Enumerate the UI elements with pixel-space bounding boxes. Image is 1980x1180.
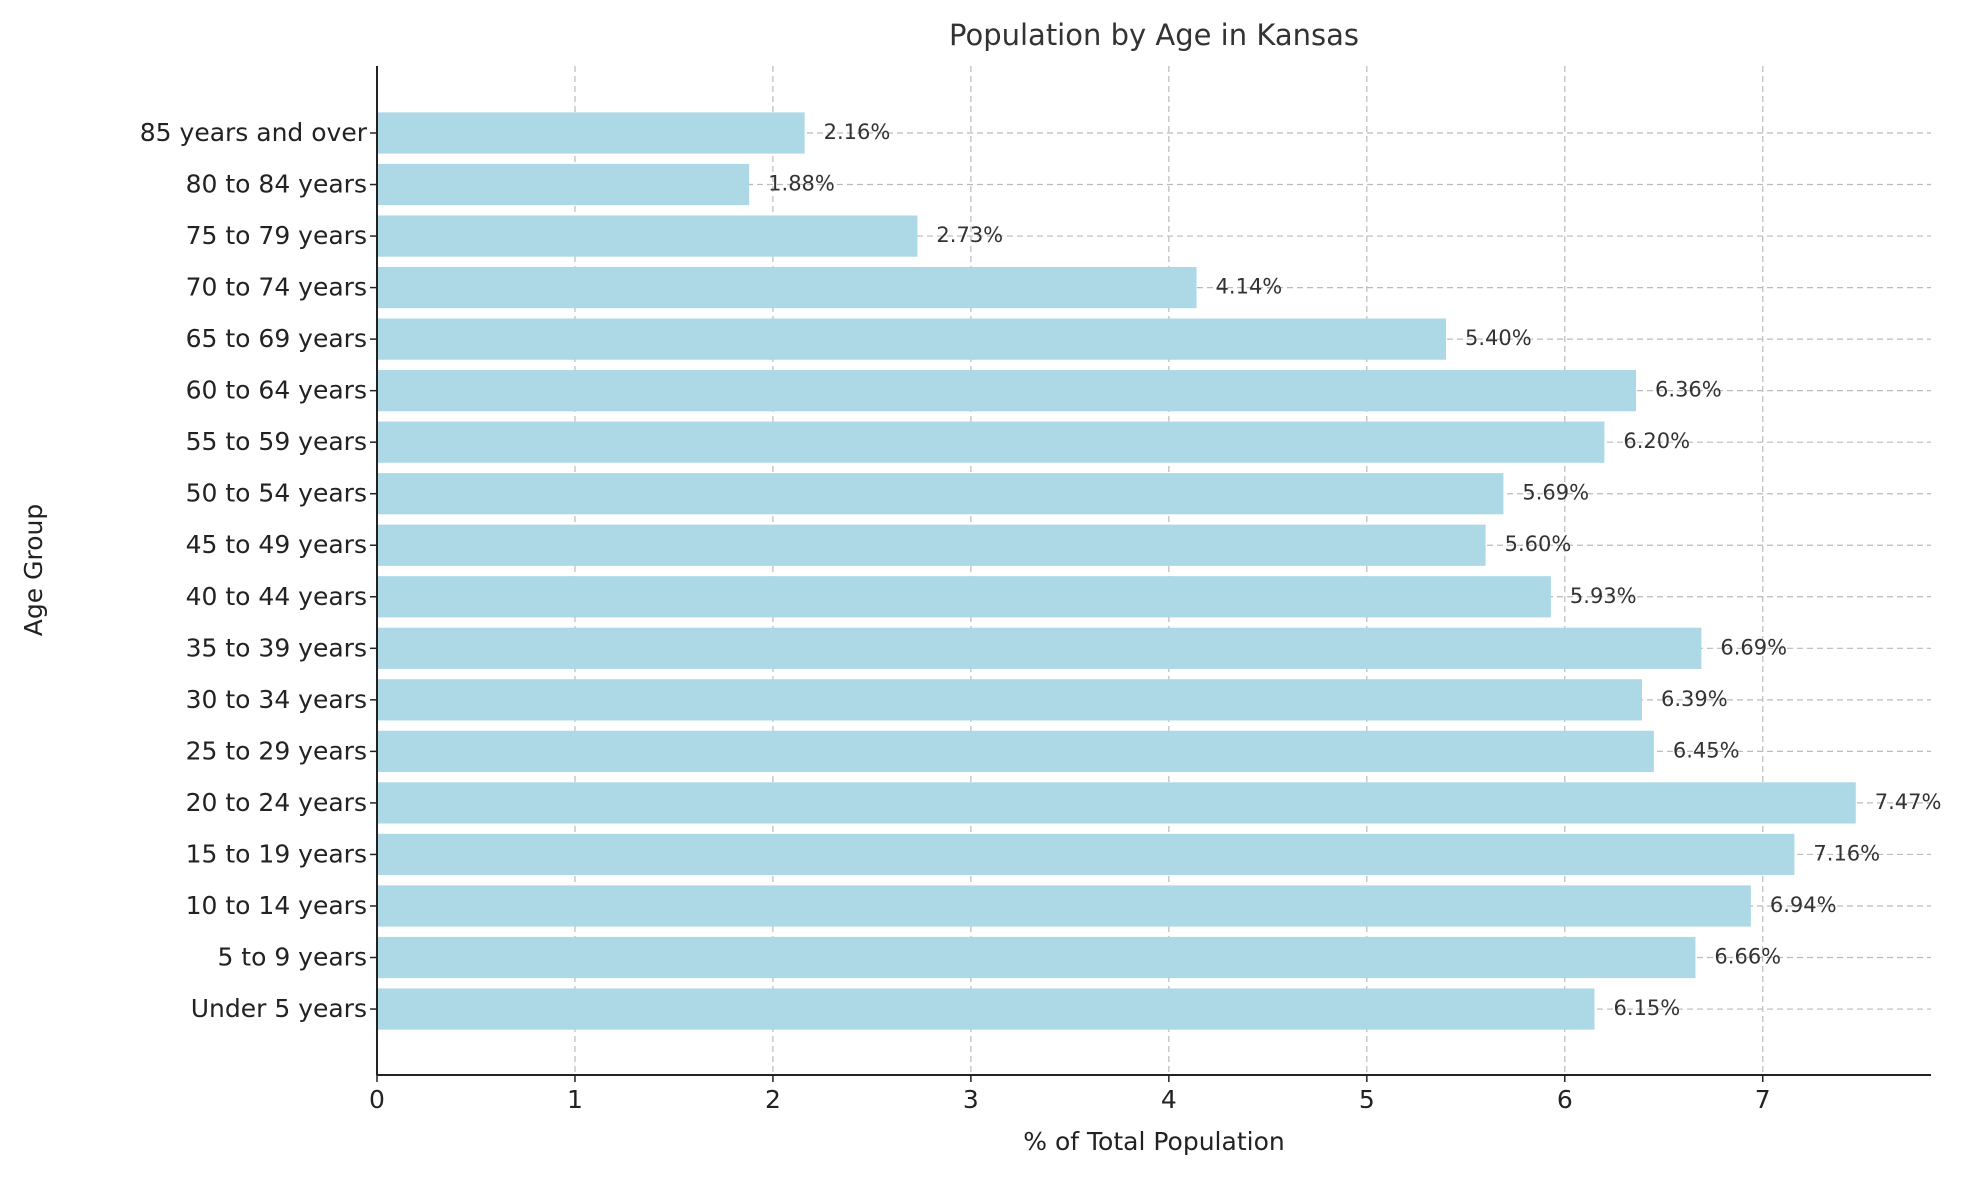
- value-label: 5.69%: [1522, 481, 1589, 505]
- y-tick-label: 45 to 49 years: [186, 530, 367, 559]
- bar: [377, 421, 1605, 463]
- bar: [377, 266, 1197, 309]
- value-label: 6.66%: [1714, 945, 1781, 969]
- value-label: 5.40%: [1465, 326, 1532, 350]
- x-tick-label: 5: [1359, 1085, 1375, 1114]
- y-tick-label: 20 to 24 years: [186, 788, 367, 817]
- bar: [377, 318, 1446, 360]
- bar: [377, 576, 1551, 618]
- y-tick-label: 40 to 44 years: [186, 582, 367, 611]
- value-label: 6.39%: [1661, 687, 1728, 711]
- bar: [377, 988, 1595, 1030]
- value-label: 5.93%: [1570, 584, 1637, 608]
- y-tick-label: 10 to 14 years: [186, 891, 367, 920]
- y-tick-label: 75 to 79 years: [186, 221, 367, 250]
- bar: [377, 936, 1696, 979]
- y-tick-label: 65 to 69 years: [186, 324, 367, 353]
- value-label: 7.16%: [1813, 841, 1880, 865]
- x-tick-label: 0: [369, 1085, 385, 1114]
- value-label: 6.20%: [1623, 429, 1690, 453]
- bar: [377, 885, 1751, 927]
- y-tick-label: 35 to 39 years: [186, 633, 367, 662]
- y-tick-label: 5 to 9 years: [217, 943, 367, 972]
- value-label: 6.36%: [1655, 378, 1722, 402]
- bar: [377, 782, 1856, 824]
- y-tick-label: 80 to 84 years: [186, 170, 367, 199]
- bar: [377, 163, 750, 206]
- bar: [377, 627, 1702, 669]
- value-label: 7.47%: [1875, 790, 1942, 814]
- y-tick-label: 50 to 54 years: [186, 479, 367, 508]
- y-tick-label: 25 to 29 years: [186, 736, 367, 765]
- y-tick-label: 60 to 64 years: [186, 376, 367, 405]
- y-tick-label: 30 to 34 years: [186, 685, 367, 714]
- y-tick-label: 15 to 19 years: [186, 839, 367, 868]
- bar: [377, 215, 918, 257]
- bar: [377, 730, 1654, 772]
- bar: [377, 112, 805, 154]
- x-tick-label: 7: [1755, 1085, 1771, 1114]
- bar: [377, 370, 1637, 412]
- x-tick-label: 4: [1161, 1085, 1177, 1114]
- value-label: 6.15%: [1613, 996, 1680, 1020]
- chart-title: Population by Age in Kansas: [949, 18, 1359, 52]
- y-tick-label: 55 to 59 years: [186, 427, 367, 456]
- y-tick-label: Under 5 years: [191, 994, 367, 1023]
- value-label: 6.69%: [1720, 635, 1787, 659]
- value-label: 4.14%: [1216, 275, 1283, 299]
- value-label: 6.45%: [1673, 738, 1740, 762]
- y-axis-label: Age Group: [19, 504, 48, 636]
- value-label: 2.73%: [936, 223, 1003, 247]
- value-label: 5.60%: [1505, 532, 1572, 556]
- x-tick-label: 1: [567, 1085, 583, 1114]
- value-label: 2.16%: [824, 120, 891, 144]
- y-tick-label: 70 to 74 years: [186, 273, 367, 302]
- y-tick-label: 85 years and over: [140, 118, 368, 147]
- value-label: 1.88%: [768, 172, 835, 196]
- bar: [377, 679, 1642, 721]
- x-tick-label: 3: [963, 1085, 979, 1114]
- value-label: 6.94%: [1770, 893, 1837, 917]
- x-axis-label: % of Total Population: [1023, 1127, 1284, 1156]
- bar: [377, 473, 1504, 515]
- x-tick-label: 2: [765, 1085, 781, 1114]
- x-tick-label: 6: [1557, 1085, 1573, 1114]
- bar: [377, 833, 1795, 876]
- bar: [377, 524, 1486, 566]
